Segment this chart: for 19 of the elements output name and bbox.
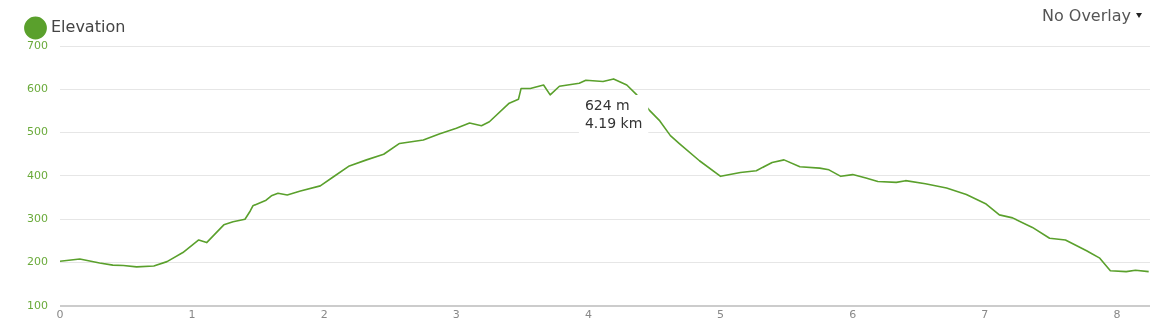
annotation: 624 m 4.19 km	[584, 96, 643, 131]
y-tick-label: 600	[27, 82, 48, 96]
y-tick-label: 200	[27, 255, 48, 269]
x-tick-label: 4	[584, 308, 592, 322]
x-tick-label: 2	[320, 308, 328, 322]
y-tick-label: 300	[27, 212, 48, 226]
x-tick-label: 7	[981, 308, 989, 322]
y-tick-label: 100	[27, 298, 48, 312]
x-tick-label: 8	[1113, 308, 1121, 322]
text: No Overlay	[1041, 6, 1131, 25]
y-tick-label: 400	[27, 168, 48, 182]
y-tick-label: 500	[27, 125, 48, 139]
x-tick-label: 3	[452, 308, 460, 322]
legend-label: Elevation	[51, 17, 126, 37]
y-tick-label: 700	[27, 38, 48, 52]
x-tick-label: 0	[56, 308, 64, 322]
x-tick-label: 6	[849, 308, 857, 322]
x-tick-label: 1	[188, 308, 196, 322]
x-tick-label: 5	[717, 308, 725, 322]
